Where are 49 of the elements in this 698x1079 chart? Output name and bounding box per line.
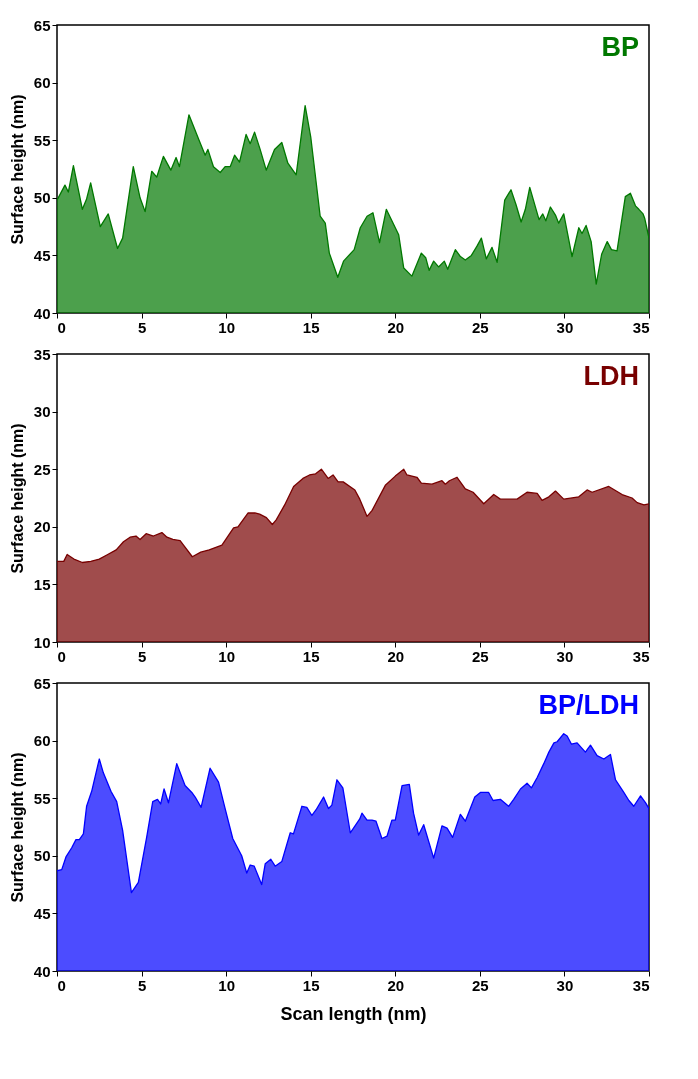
y-tick-label: 50 [33,847,51,865]
y-tick-label: 10 [33,633,51,651]
x-tick-label: 15 [302,318,320,336]
y-tick-label: 55 [33,131,51,149]
y-tick-label: 60 [33,732,51,750]
y-tick-label: 55 [33,789,51,807]
x-tick-label: 30 [556,647,574,665]
x-tick-label: 0 [57,976,66,994]
x-tick-label: 5 [137,318,147,336]
x-tick-label: 20 [387,647,405,665]
y-tick-label: 30 [33,403,51,421]
text: BP [601,32,639,62]
x-tick-label: 35 [632,318,650,336]
y-tick-label: 50 [33,189,51,207]
x-tick-label: 25 [472,976,489,994]
x-tick-label: 20 [387,976,405,994]
x-tick-label: 25 [472,647,489,665]
x-tick-label: 30 [556,976,574,994]
y-axis-title: Surface height (nm) [8,752,26,903]
x-tick-label: 5 [137,976,147,994]
x-tick-label: 25 [472,318,489,336]
x-axis-title: Scan length (nm) [280,1003,427,1024]
y-tick-label: 40 [33,962,51,980]
x-tick-label: 5 [137,647,147,665]
y-tick-label: 65 [33,674,51,692]
y-tick-label: 15 [33,575,51,593]
y-tick-label: 35 [33,345,51,363]
y-tick-label: 45 [33,904,51,922]
x-tick-label: 0 [57,647,66,665]
y-tick-label: 45 [33,246,51,264]
y-tick-label: 25 [33,460,51,478]
x-tick-label: 10 [218,647,235,665]
y-tick-label: 65 [33,16,51,34]
x-tick-label: 15 [302,976,320,994]
y-axis-title: Surface height (nm) [8,423,26,574]
x-tick-label: 15 [302,647,320,665]
y-axis-title: Surface height (nm) [8,94,26,245]
x-tick-label: 20 [387,318,405,336]
y-tick-label: 40 [33,304,51,322]
y-tick-label: 60 [33,74,51,92]
x-tick-label: 35 [632,647,650,665]
x-tick-label: 30 [556,318,574,336]
x-tick-label: 10 [218,318,235,336]
x-tick-label: 35 [632,976,650,994]
y-tick-label: 20 [33,518,51,536]
series-label: BP/LDH [538,690,639,720]
x-tick-label: 0 [57,318,66,336]
text: LDH [583,361,639,391]
x-tick-label: 10 [218,976,235,994]
